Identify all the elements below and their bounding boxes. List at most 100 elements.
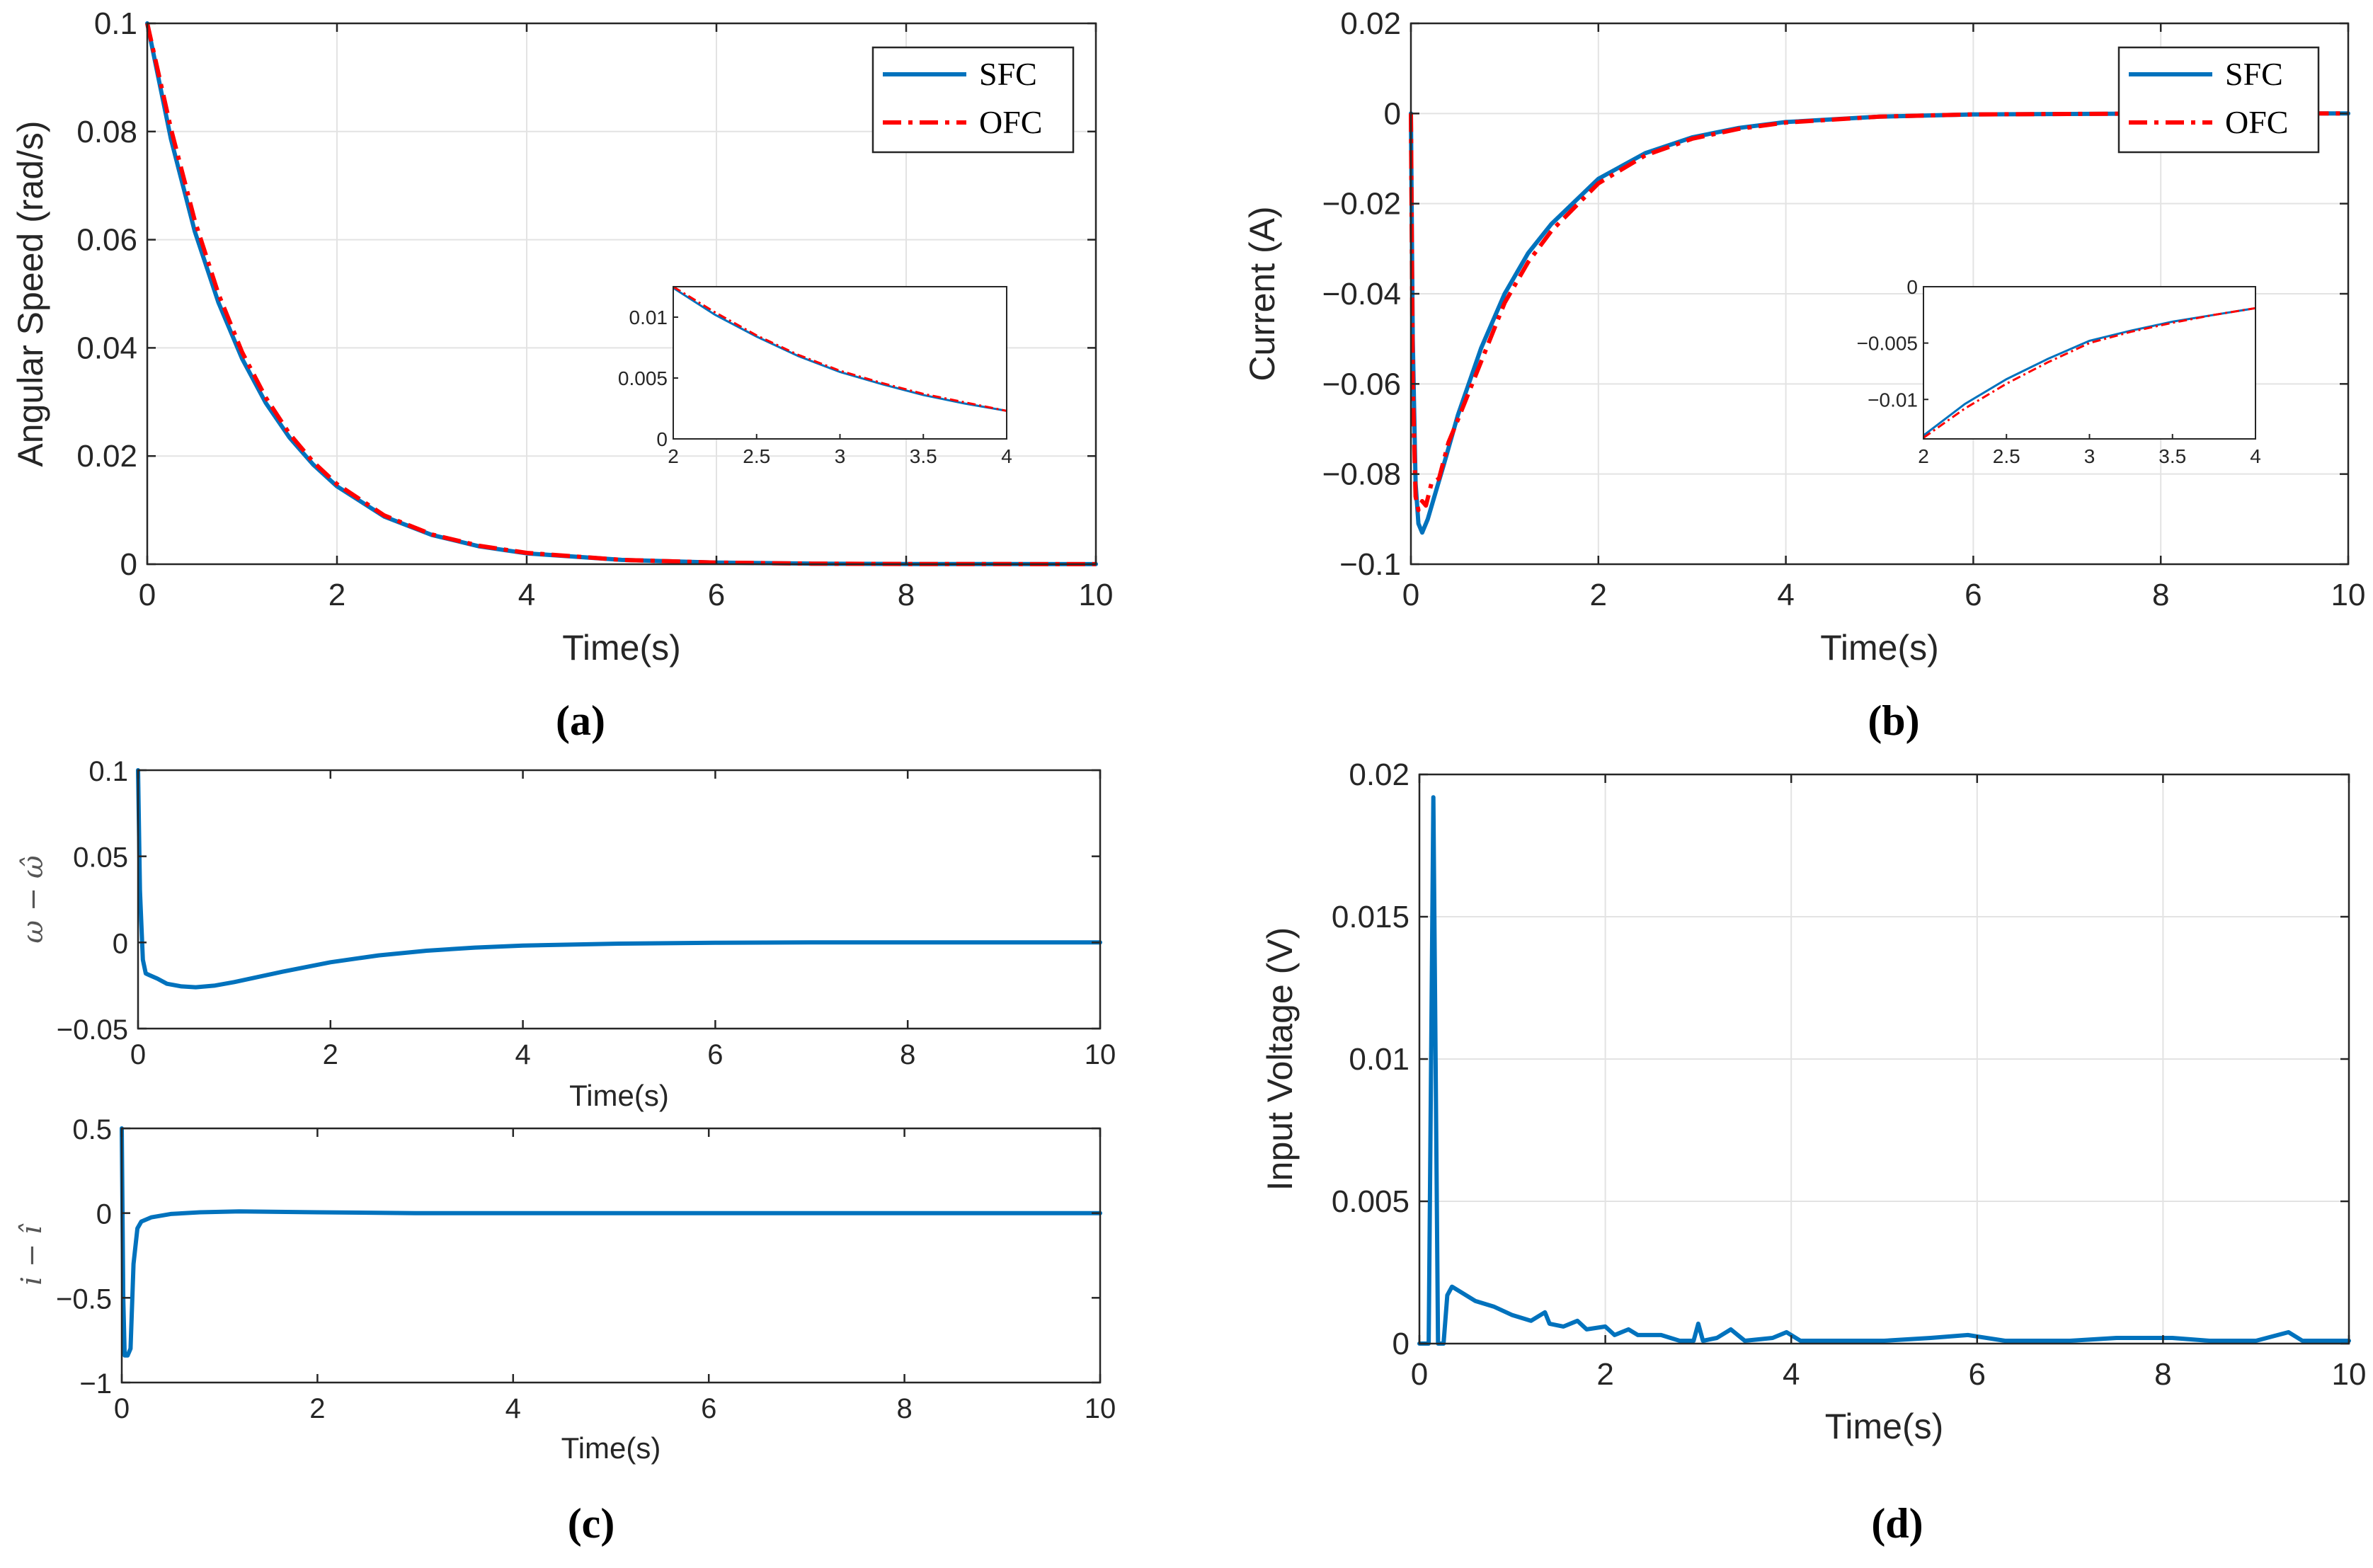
- x-tick-label: 2: [1590, 578, 1607, 612]
- plot-area: [138, 770, 1100, 1029]
- x-tick-label: 0: [130, 1039, 146, 1070]
- x-axis-label: Time(s): [569, 1079, 669, 1112]
- inset-y-tick-label: 0.01: [629, 307, 668, 328]
- x-tick-label: 0: [1411, 1357, 1428, 1392]
- inset-y-tick-label: 0: [1906, 276, 1918, 298]
- inset-x-tick-label: 4: [1001, 445, 1012, 467]
- legend: SFC OFC: [871, 46, 1075, 154]
- inset-x-tick-label: 2: [668, 445, 679, 467]
- y-axis-label: Input Voltage (V): [1260, 927, 1300, 1191]
- inset-y-tick-label: −0.01: [1868, 389, 1918, 411]
- series-line-ofc: [1409, 111, 2348, 513]
- legend-label-ofc: OFC: [2225, 104, 2288, 140]
- inset-x-tick-label: 3: [835, 445, 846, 467]
- x-tick-label: 4: [1777, 578, 1794, 612]
- y-tick-label: 0.02: [1349, 757, 1409, 792]
- x-tick-label: 10: [1079, 578, 1114, 612]
- y-tick-label: 0.01: [1349, 1042, 1409, 1077]
- y-tick-label: 0.06: [76, 223, 137, 258]
- y-tick-label: 0.08: [76, 115, 137, 149]
- x-tick-label: 6: [701, 1393, 716, 1424]
- chart-b: 0 2 4 6 8 10 −0.1 −0.08 −0.06 −0.04 −0.02 0 0.02 Time…: [1242, 6, 2365, 668]
- x-axis-label: Time(s): [561, 1431, 661, 1465]
- panel-label-b: (b): [1868, 697, 1919, 744]
- x-axis-label: Time(s): [1820, 628, 1939, 668]
- x-tick-label: 8: [896, 1393, 912, 1424]
- x-tick-label: 2: [309, 1393, 325, 1424]
- x-tick-label: 4: [518, 578, 535, 612]
- y-tick-label: 0.02: [1340, 6, 1401, 41]
- x-tick-label: 2: [323, 1039, 338, 1070]
- x-axis-label: Time(s): [1825, 1407, 1944, 1446]
- x-tick-label: 2: [1596, 1357, 1613, 1392]
- y-tick-label: −0.02: [1322, 187, 1401, 222]
- y-tick-label: 0.1: [94, 6, 137, 41]
- y-tick-label: 0.05: [73, 842, 128, 874]
- panel-label-a: (a): [556, 697, 605, 744]
- y-tick-label: 0.015: [1332, 900, 1409, 934]
- x-tick-label: 10: [1085, 1393, 1116, 1424]
- legend-label-ofc: OFC: [979, 104, 1042, 140]
- y-tick-label: −0.08: [1322, 457, 1401, 492]
- inset-x-tick-label: 2: [1918, 445, 1929, 467]
- x-tick-label: 6: [1969, 1357, 1986, 1392]
- inset-chart: 2 2.5 3 3.5 4 0 0.005 0.01: [618, 285, 1012, 467]
- x-tick-label: 6: [708, 578, 725, 612]
- y-tick-label: −0.5: [56, 1283, 112, 1315]
- y-tick-label: 0: [113, 928, 128, 959]
- series-line-estimation-error-: [136, 768, 1102, 990]
- y-tick-label: 0.04: [76, 331, 137, 365]
- y-tick-label: −0.04: [1322, 277, 1401, 311]
- x-tick-label: 8: [2154, 1357, 2171, 1392]
- inset-x-tick-label: 3.5: [910, 445, 937, 467]
- inset-series-line-ofc: [673, 285, 1007, 412]
- inset-x-tick-label: 3.5: [2158, 445, 2186, 467]
- inset-x-tick-label: 2.5: [743, 445, 770, 467]
- inset-plot-area: [673, 287, 1007, 439]
- inset-y-tick-label: −0.005: [1857, 333, 1918, 355]
- y-axis-label: Current (A): [1242, 206, 1282, 381]
- inset-x-tick-label: 4: [2250, 445, 2261, 467]
- x-tick-label: 10: [1085, 1039, 1116, 1070]
- inset-y-tick-label: 0: [656, 428, 668, 450]
- inset-x-tick-label: 2.5: [1993, 445, 2020, 467]
- y-tick-label: −0.05: [57, 1014, 128, 1046]
- y-tick-label: 0: [1393, 1327, 1409, 1361]
- y-axis-label: ω − ω̂: [17, 855, 50, 943]
- x-tick-label: 2: [328, 578, 345, 612]
- y-tick-label: 0.5: [72, 1114, 112, 1145]
- chart-d: 0 2 4 6 8 10 0 0.005 0.01 0.015 0.02 Time(s) Input V…: [1260, 757, 2366, 1446]
- x-tick-label: 4: [505, 1393, 521, 1424]
- x-tick-label: 0: [139, 578, 156, 612]
- y-tick-label: −0.1: [1339, 547, 1401, 582]
- chart-a: 0 2 4 6 8 1000.020.040.060.080.1Time(s)Angula…: [11, 6, 1113, 668]
- x-tick-label: 6: [1965, 578, 1982, 612]
- axes-frame: [146, 22, 1097, 566]
- plot-area: [122, 1128, 1100, 1383]
- y-tick-label: 0.02: [76, 439, 137, 474]
- series-line-estimation-error-i: [120, 1126, 1102, 1358]
- y-tick-label: 0: [120, 547, 137, 582]
- inset-series-line-ofc: [1923, 307, 2256, 439]
- panel-label-d: (d): [1871, 1500, 1923, 1547]
- y-tick-label: 0.005: [1332, 1184, 1409, 1219]
- inset-y-tick-label: 0.005: [618, 367, 668, 389]
- legend-label-sfc: SFC: [979, 56, 1037, 92]
- x-axis-label: Time(s): [562, 628, 681, 668]
- x-tick-label: 4: [515, 1039, 530, 1070]
- chart-c-current-error: 0 2 4 6 8 10 −1 −0.5 0 0.5 Time(s) i − î: [16, 1114, 1116, 1465]
- y-tick-label: −1: [79, 1368, 112, 1400]
- legend-label-sfc: SFC: [2225, 56, 2283, 92]
- y-tick-label: 0: [1384, 96, 1401, 131]
- axes-frame: [137, 769, 1102, 1030]
- legend: SFC OFC: [2117, 46, 2320, 154]
- x-tick-label: 8: [900, 1039, 915, 1070]
- x-tick-label: 0: [114, 1393, 130, 1424]
- x-tick-label: 8: [2152, 578, 2169, 612]
- legend-box: [871, 46, 1075, 154]
- x-tick-label: 6: [707, 1039, 723, 1070]
- inset-chart: 2 2.5 3 3.5 4 −0.01 −0.005 0: [1857, 276, 2261, 467]
- x-tick-label: 10: [2331, 578, 2366, 612]
- x-tick-label: 4: [1783, 1357, 1800, 1392]
